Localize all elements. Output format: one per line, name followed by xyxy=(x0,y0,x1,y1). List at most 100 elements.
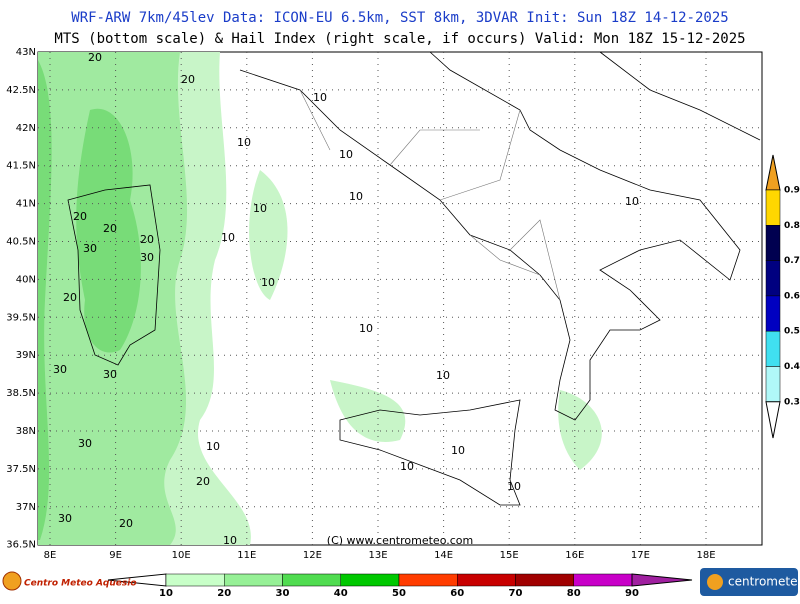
balkan-coast xyxy=(599,51,761,141)
copyright: (C) www.centrometeo.com xyxy=(327,534,473,547)
contour-label: 20 xyxy=(73,210,87,223)
hail-segment xyxy=(765,260,781,297)
lat-label: 38.5N xyxy=(6,388,36,399)
contour-label: 10 xyxy=(359,322,373,335)
lon-label: 9E xyxy=(109,550,122,561)
lon-label: 18E xyxy=(696,550,715,561)
hail-label: 0.8 xyxy=(784,221,800,231)
header-line2: MTS (bottom scale) & Hail Index (right s… xyxy=(54,31,745,47)
contour-label: 30 xyxy=(140,251,154,264)
hail-segment xyxy=(765,225,781,261)
sicily-coast xyxy=(339,399,521,506)
scale-label: 20 xyxy=(217,588,231,599)
scale-segment xyxy=(340,573,400,587)
contour-label: 10 xyxy=(206,440,220,453)
scale-segment xyxy=(457,573,516,587)
lon-label: 16E xyxy=(565,550,584,561)
precip-area xyxy=(558,390,602,470)
contour-label: 20 xyxy=(88,51,102,64)
scale-segment xyxy=(282,573,341,587)
scale-label: 40 xyxy=(334,588,348,599)
lat-label: 42N xyxy=(16,123,36,134)
scale-label: 50 xyxy=(392,588,406,599)
hail-label: 0.3 xyxy=(784,397,800,407)
contour-label: 10 xyxy=(400,460,414,473)
logo-left: Centro Meteo Aquesio xyxy=(24,579,137,589)
logo-right-box xyxy=(700,568,798,596)
lat-label: 40.5N xyxy=(6,237,36,248)
logo-left-icon xyxy=(2,571,22,591)
lat-label: 41.5N xyxy=(6,161,36,172)
contour-label: 10 xyxy=(436,369,450,382)
precip-area xyxy=(330,380,406,442)
hail-arrow-top xyxy=(765,154,781,191)
contour-label: 30 xyxy=(53,363,67,376)
contour-label: 10 xyxy=(223,534,237,547)
hail-segment xyxy=(765,330,781,367)
lat-label: 36.5N xyxy=(6,540,36,551)
scale-label: 10 xyxy=(159,588,173,599)
contour-label: 20 xyxy=(196,475,210,488)
contour-label: 10 xyxy=(349,190,363,203)
italy-coast xyxy=(239,51,741,421)
scale-segment xyxy=(573,573,633,587)
contour-label: 30 xyxy=(83,242,97,255)
contour-label: 10 xyxy=(313,91,327,104)
hail-label: 0.6 xyxy=(784,291,800,301)
hail-label: 0.7 xyxy=(784,256,800,266)
lat-label: 39N xyxy=(16,350,36,361)
map xyxy=(37,51,763,546)
hail-segment xyxy=(765,189,781,226)
contour-label: 10 xyxy=(253,202,267,215)
sardinia-coast xyxy=(67,184,161,366)
region-border xyxy=(299,89,561,301)
contour-label: 10 xyxy=(625,195,639,208)
contour-label: 10 xyxy=(237,136,251,149)
scale-arrow-right xyxy=(631,573,693,587)
lat-label: 38N xyxy=(16,426,36,437)
lon-label: 15E xyxy=(500,550,519,561)
hail-label: 0.9 xyxy=(784,186,800,196)
scale-segment xyxy=(515,573,574,587)
lon-label: 8E xyxy=(44,550,57,561)
scale-label: 60 xyxy=(450,588,464,599)
contour-label: 30 xyxy=(58,512,72,525)
lat-label: 37N xyxy=(16,502,36,513)
contour-label: 20 xyxy=(63,291,77,304)
contour-label: 10 xyxy=(261,276,275,289)
lon-label: 11E xyxy=(237,550,256,561)
scale-label: 90 xyxy=(625,588,639,599)
lat-label: 39.5N xyxy=(6,312,36,323)
lon-label: 13E xyxy=(368,550,387,561)
contour-label: 30 xyxy=(103,368,117,381)
logo-right-icon xyxy=(707,574,723,590)
lat-label: 43N xyxy=(16,47,36,58)
hail-segment xyxy=(765,366,781,403)
contour-label: 20 xyxy=(181,73,195,86)
lat-label: 37.5N xyxy=(6,464,36,475)
hail-label: 0.4 xyxy=(784,362,800,372)
contour-label: 30 xyxy=(78,437,92,450)
mts-scale: 10 20 30 40 50 60 70 80 90 xyxy=(107,573,693,599)
contour-label: 20 xyxy=(103,222,117,235)
precip-area xyxy=(38,60,52,540)
header-line1: WRF-ARW 7km/45lev Data: ICON-EU 6.5km, S… xyxy=(71,10,728,26)
scale-label: 70 xyxy=(509,588,523,599)
contour-label: 10 xyxy=(339,148,353,161)
lon-label: 17E xyxy=(631,550,650,561)
contour-label: 10 xyxy=(451,444,465,457)
contour-label: 20 xyxy=(119,517,133,530)
lon-label: 10E xyxy=(172,550,191,561)
contour-label: 10 xyxy=(221,231,235,244)
hail-arrow-bottom xyxy=(765,401,781,439)
scale-segment xyxy=(224,573,283,587)
hail-segment xyxy=(765,295,781,332)
hail-scale: 0.9 0.8 0.7 0.6 0.5 0.4 0.3 xyxy=(765,154,800,439)
lat-label: 40N xyxy=(16,274,36,285)
scale-label: 30 xyxy=(276,588,290,599)
contour-label: 20 xyxy=(140,233,154,246)
lon-label: 14E xyxy=(434,550,453,561)
hail-label: 0.5 xyxy=(784,327,800,337)
logo-right: centrometeo xyxy=(728,575,800,589)
